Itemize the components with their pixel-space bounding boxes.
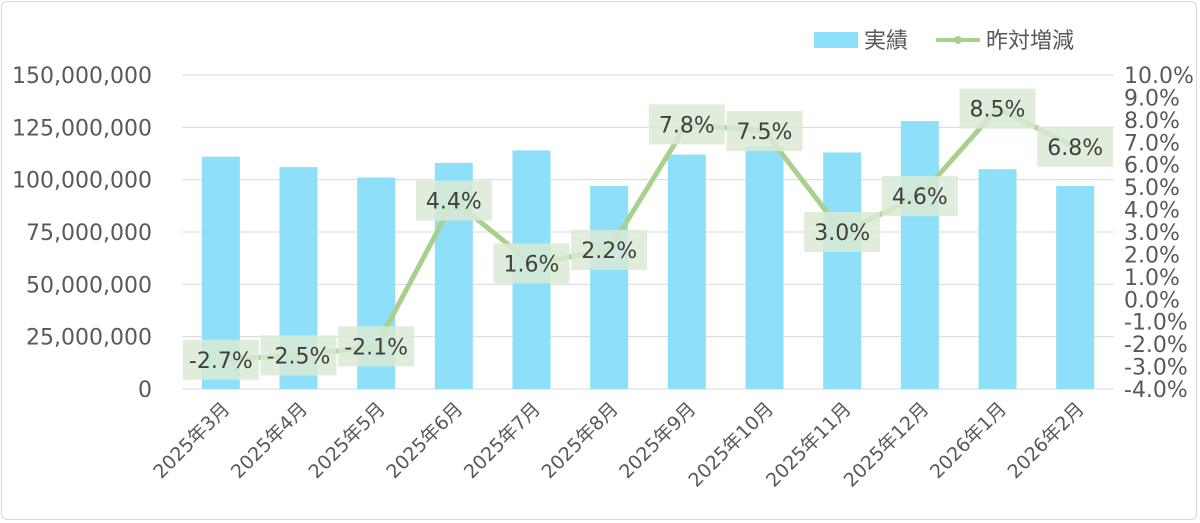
x-axis-tick-label: 2025年3月 (149, 398, 234, 483)
bar (978, 169, 1017, 389)
bar (1056, 185, 1095, 389)
data-label-box (959, 88, 1036, 129)
data-label-box (338, 326, 415, 367)
right-axis-tick-label: 6.0% (1124, 154, 1180, 179)
data-label: -2.5% (267, 344, 331, 369)
left-axis-tick-label: 0 (138, 378, 152, 403)
data-label-box (804, 212, 881, 252)
legend-swatch-bar (814, 32, 858, 48)
data-label-box (182, 339, 259, 380)
data-label-box (415, 180, 492, 221)
left-axis-tick-label: 75,000,000 (26, 221, 152, 246)
right-axis-tick-label: -4.0% (1124, 378, 1188, 403)
left-axis-tick-label: 125,000,000 (12, 116, 152, 141)
data-label-box (571, 229, 648, 270)
data-label: 3.0% (814, 221, 870, 246)
right-axis: -4.0%-3.0%-2.0%-1.0%0.0%1.0%2.0%3.0%4.0%… (1124, 64, 1194, 403)
legend-label-line: 昨対増減 (986, 29, 1074, 54)
x-axis-tick-label: 2025年5月 (305, 398, 390, 483)
data-label-box (648, 104, 725, 145)
right-axis-tick-label: 9.0% (1124, 86, 1180, 111)
data-label-box (493, 243, 570, 284)
x-axis-tick-label: 2026年1月 (926, 398, 1011, 483)
data-label-layer: -2.7% -2.5% -2.1% 4.4% 1.6% 2.2% 7.8% 7.5% 3.0% 4… (182, 88, 1114, 380)
right-axis-tick-label: -3.0% (1124, 356, 1188, 381)
right-axis-tick-label: 0.0% (1124, 288, 1180, 313)
data-label-box (1037, 126, 1114, 167)
right-axis-tick-label: 7.0% (1124, 131, 1180, 156)
left-axis: 0 25,000,000 50,000,000 75,000,000 100,000,0… (12, 64, 152, 403)
line-series-path (218, 106, 1078, 363)
data-label: -2.7% (189, 349, 253, 374)
right-axis-tick-label: 3.0% (1124, 221, 1180, 246)
right-axis-tick-label: 4.0% (1124, 199, 1180, 224)
x-axis-tick-label: 2025年8月 (538, 398, 623, 483)
left-axis-tick-label: 100,000,000 (12, 169, 152, 194)
right-axis-tick-label: 10.0% (1124, 64, 1194, 89)
bar (900, 121, 939, 389)
x-axis-tick-label: 2025年7月 (460, 398, 545, 483)
bar (823, 152, 862, 389)
data-label: 1.6% (504, 252, 560, 277)
grid-layer (182, 74, 1114, 390)
data-label-box (881, 176, 958, 217)
right-axis-tick-label: -1.0% (1124, 311, 1188, 336)
data-label: 7.5% (737, 120, 793, 145)
left-axis-tick-label: 50,000,000 (26, 273, 152, 298)
line-series (217, 105, 1079, 363)
left-axis-tick-label: 25,000,000 (26, 326, 152, 351)
x-axis: 2025年3月2025年4月2025年5月2025年6月2025年7月2025年… (149, 398, 1089, 492)
x-axis-tick-label: 2025年4月 (227, 398, 312, 483)
data-label: -2.1% (344, 335, 408, 360)
bar (667, 154, 706, 389)
right-axis-tick-label: 1.0% (1124, 266, 1180, 291)
x-axis-tick-label: 2026年2月 (1004, 398, 1089, 483)
legend-swatch-marker (954, 36, 962, 44)
data-label: 4.6% (892, 185, 948, 210)
data-label-box (726, 111, 803, 152)
legend: 実績 昨対増減 (814, 29, 1074, 54)
right-axis-tick-label: -2.0% (1124, 333, 1188, 358)
legend-label-bar: 実績 (864, 29, 908, 54)
data-label: 6.8% (1047, 136, 1103, 161)
left-axis-tick-label: 150,000,000 (12, 64, 152, 89)
x-axis-tick-label: 2025年6月 (382, 398, 467, 483)
right-axis-tick-label: 2.0% (1124, 243, 1180, 268)
bar (745, 146, 784, 389)
bar (590, 185, 629, 389)
data-label: 2.2% (581, 239, 637, 264)
data-label: 4.4% (426, 190, 482, 215)
data-label: 7.8% (659, 113, 715, 138)
data-label-box (260, 335, 337, 376)
right-axis-tick-label: 8.0% (1124, 109, 1180, 134)
data-label: 8.5% (970, 98, 1026, 123)
x-axis-tick-label: 2025年9月 (615, 398, 700, 483)
right-axis-tick-label: 5.0% (1124, 176, 1180, 201)
